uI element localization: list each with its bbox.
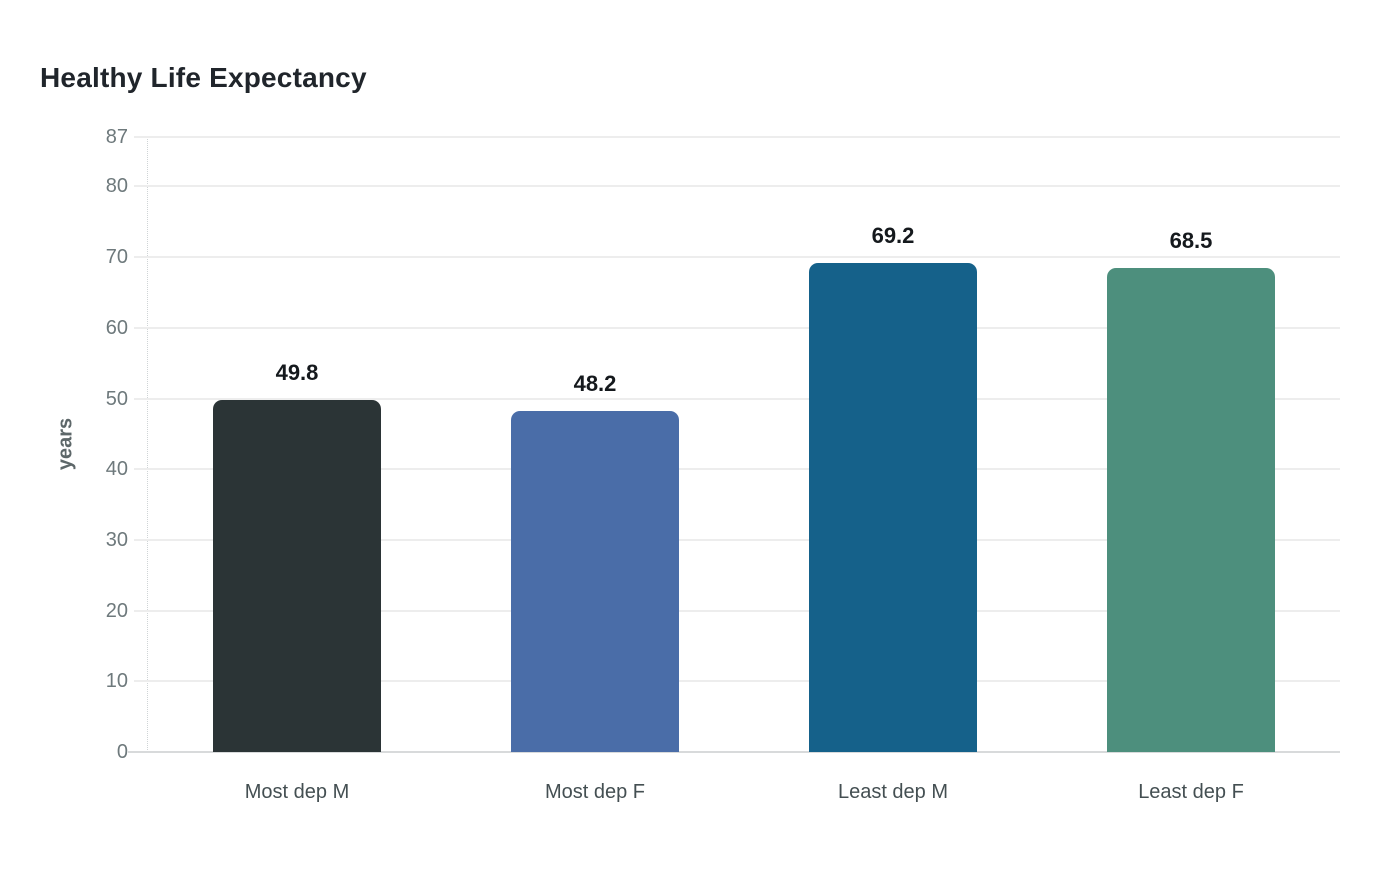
bar-least-dep-f bbox=[1107, 267, 1275, 752]
gridline bbox=[134, 256, 1340, 259]
y-axis-tick-label: 30 bbox=[105, 528, 128, 551]
bar-value-label: 69.2 bbox=[871, 222, 915, 248]
y-axis-tick-label: 40 bbox=[105, 458, 128, 481]
y-axis-tick-label: 87 bbox=[105, 126, 128, 148]
gridline bbox=[134, 680, 1340, 683]
y-axis-tick-label: 60 bbox=[105, 316, 128, 339]
gridline bbox=[134, 609, 1340, 612]
x-axis-label: Most dep F bbox=[544, 781, 646, 803]
gridline bbox=[134, 136, 1340, 138]
y-axis-line bbox=[147, 137, 148, 752]
chart-title: Healthy Life Expectancy bbox=[40, 62, 367, 93]
gridline bbox=[134, 185, 1340, 188]
y-axis-tick-label: 20 bbox=[105, 599, 128, 622]
gridline bbox=[134, 397, 1340, 400]
bar-most-dep-m bbox=[213, 399, 381, 752]
y-axis-tick-label: 0 bbox=[116, 741, 128, 763]
y-axis-tick-label: 80 bbox=[105, 175, 128, 198]
bar-value-label: 68.5 bbox=[1169, 227, 1213, 253]
bar-least-dep-m bbox=[809, 262, 977, 752]
gridline bbox=[134, 538, 1340, 541]
y-axis-tick-label: 10 bbox=[105, 670, 128, 693]
x-axis-label: Least dep M bbox=[837, 781, 949, 803]
gridline bbox=[134, 468, 1340, 471]
x-axis-label: Least dep F bbox=[1138, 781, 1244, 803]
y-axis-tick-label: 50 bbox=[105, 387, 128, 410]
gridline bbox=[134, 326, 1340, 329]
x-axis-label: Most dep M bbox=[244, 781, 350, 803]
x-axis-baseline bbox=[128, 751, 1340, 753]
bar-value-label: 48.2 bbox=[573, 371, 617, 397]
y-axis-tick-label: 70 bbox=[105, 246, 128, 269]
bar-value-label: 49.8 bbox=[275, 359, 319, 385]
bar-most-dep-f bbox=[511, 411, 679, 752]
